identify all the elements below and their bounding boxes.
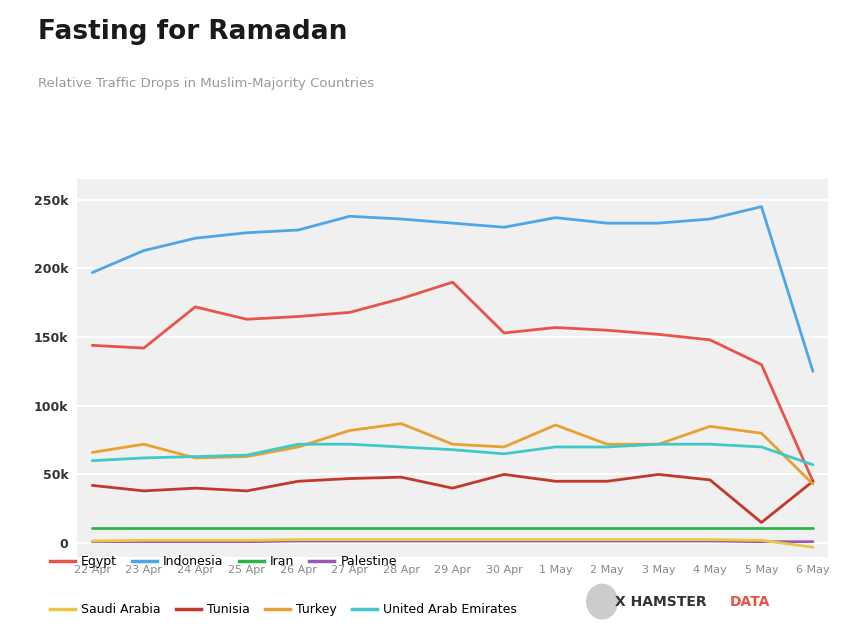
Text: DATA: DATA — [729, 595, 769, 609]
Text: X HAMSTER: X HAMSTER — [614, 595, 705, 609]
Legend: Egypt, Indonesia, Iran, Palestine: Egypt, Indonesia, Iran, Palestine — [44, 550, 402, 573]
Legend: Saudi Arabia, Tunisia, Turkey, United Arab Emirates: Saudi Arabia, Tunisia, Turkey, United Ar… — [44, 598, 521, 621]
Text: Relative Traffic Drops in Muslim-Majority Countries: Relative Traffic Drops in Muslim-Majorit… — [38, 77, 374, 90]
Text: Fasting for Ramadan: Fasting for Ramadan — [38, 19, 347, 45]
Circle shape — [586, 584, 617, 619]
